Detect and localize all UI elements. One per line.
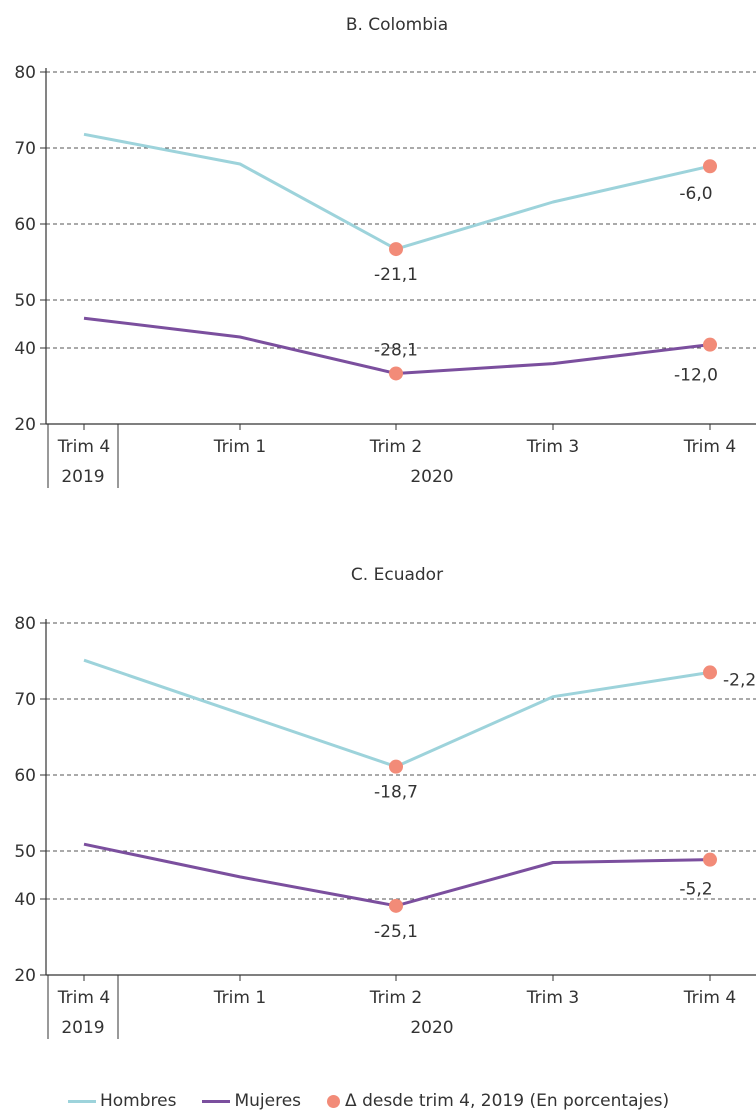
- legend-item-hombres: Hombres: [68, 1091, 176, 1111]
- delta-label-colombia-2: -28,1: [374, 340, 418, 360]
- y-tick-label-ecuador-60: 60: [14, 766, 36, 786]
- x-tick-label-ecuador-3: Trim 3: [526, 988, 579, 1008]
- y-tick-label-ecuador-50: 50: [14, 842, 36, 862]
- y-tick-label-ecuador-20: 20: [14, 966, 36, 986]
- y-tick-label-colombia-20: 20: [14, 415, 36, 435]
- delta-marker-ecuador-2: [389, 898, 403, 913]
- y-tick-label-colombia-70: 70: [14, 139, 36, 159]
- x-tick-label-colombia-2: Trim 2: [369, 437, 422, 457]
- delta-marker-colombia-3: [703, 337, 717, 352]
- year-label-ecuador-0: 2019: [61, 1018, 104, 1038]
- delta-label-ecuador-2: -25,1: [374, 922, 418, 942]
- y-tick-label-colombia-80: 80: [14, 63, 36, 83]
- chart-title-colombia: B. Colombia: [346, 15, 448, 35]
- delta-label-colombia-1: -6,0: [679, 184, 712, 204]
- legend-item-mujeres: Mujeres: [202, 1091, 301, 1111]
- delta-label-ecuador-1: -2,2: [723, 670, 756, 690]
- delta-marker-colombia-2: [389, 366, 403, 381]
- delta-marker-colombia-1: [703, 159, 717, 174]
- y-tick-label-colombia-60: 60: [14, 215, 36, 235]
- y-tick-label-ecuador-80: 80: [14, 614, 36, 634]
- legend-swatch-hombres: [68, 1099, 96, 1103]
- series-line-ecuador-mujeres: [83, 842, 711, 908]
- x-tick-label-colombia-4: Trim 4: [683, 437, 736, 457]
- year-label-colombia-0: 2019: [61, 467, 104, 487]
- legend-item-delta: Δ desde trim 4, 2019 (En porcentajes): [327, 1091, 669, 1111]
- chart-legend: Hombres Mujeres Δ desde trim 4, 2019 (En…: [68, 1088, 695, 1114]
- legend-swatch-delta: [327, 1094, 341, 1108]
- x-tick-label-colombia-1: Trim 1: [213, 437, 266, 457]
- delta-label-colombia-3: -12,0: [674, 366, 718, 386]
- x-tick-label-ecuador-2: Trim 2: [369, 988, 422, 1008]
- y-tick-label-colombia-50: 50: [14, 291, 36, 311]
- chart-title-ecuador: C. Ecuador: [351, 565, 443, 585]
- y-tick-label-ecuador-70: 70: [14, 690, 36, 710]
- year-label-ecuador-1: 2020: [410, 1018, 453, 1038]
- x-tick-label-ecuador-4: Trim 4: [683, 988, 736, 1008]
- delta-marker-ecuador-0: [389, 759, 403, 774]
- delta-label-ecuador-0: -18,7: [374, 783, 418, 803]
- x-tick-label-colombia-0: Trim 4: [57, 437, 110, 457]
- series-line-colombia-hombres: [83, 132, 711, 251]
- delta-label-ecuador-3: -5,2: [679, 880, 712, 900]
- delta-marker-ecuador-3: [703, 852, 717, 867]
- legend-swatch-mujeres: [202, 1099, 231, 1103]
- x-tick-label-colombia-3: Trim 3: [526, 437, 579, 457]
- y-tick-label-colombia-40: 40: [14, 339, 36, 359]
- y-tick-label-ecuador-40: 40: [14, 890, 36, 910]
- delta-marker-colombia-0: [389, 242, 403, 257]
- year-label-colombia-1: 2020: [410, 467, 453, 487]
- x-tick-label-ecuador-1: Trim 1: [213, 988, 266, 1008]
- delta-marker-ecuador-1: [703, 665, 717, 680]
- delta-label-colombia-0: -21,1: [374, 265, 418, 285]
- legend-label-delta: Δ desde trim 4, 2019 (En porcentajes): [345, 1091, 670, 1111]
- legend-label-hombres: Hombres: [100, 1091, 177, 1111]
- x-tick-label-ecuador-0: Trim 4: [57, 988, 110, 1008]
- legend-label-mujeres: Mujeres: [234, 1091, 302, 1111]
- series-line-ecuador-hombres: [83, 658, 711, 769]
